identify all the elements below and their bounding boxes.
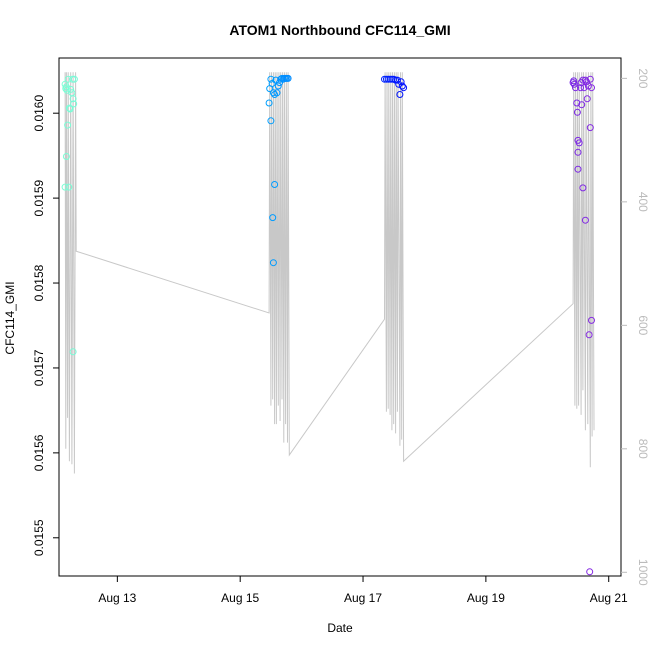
y-tick-label: 0.0155 <box>32 519 46 556</box>
x-tick-label: Aug 19 <box>467 591 505 605</box>
y-tick-label: 0.0157 <box>32 349 46 386</box>
x-axis-label: Date <box>327 621 353 635</box>
y-tick-label: 0.0160 <box>32 95 46 132</box>
data-point <box>267 75 275 83</box>
data-point <box>583 95 591 103</box>
data-point <box>588 316 595 324</box>
data-point <box>400 84 408 92</box>
data-point <box>64 121 72 129</box>
pressure-line <box>64 72 595 474</box>
data-point <box>267 117 275 125</box>
data-point <box>265 99 273 107</box>
data-point <box>65 104 73 112</box>
data-point <box>271 181 279 188</box>
x-tick-label: Aug 17 <box>344 591 382 605</box>
y2-tick-label: 1000 <box>636 559 650 586</box>
plot-frame <box>58 57 622 577</box>
data-point <box>579 184 587 192</box>
data-point <box>586 124 594 132</box>
x-tick-label: Aug 21 <box>590 591 628 605</box>
data-point <box>69 348 77 356</box>
data-point <box>66 105 74 113</box>
y2-tick-label: 400 <box>636 192 650 212</box>
data-point <box>65 183 73 191</box>
data-point <box>269 89 277 97</box>
data-point <box>572 84 579 92</box>
data-point <box>398 82 406 90</box>
data-point <box>273 89 281 97</box>
data-point <box>570 77 578 85</box>
y2-tick-label: 200 <box>636 68 650 88</box>
y-axis-right: 200 400 600 800 1000 <box>621 68 650 586</box>
x-axis: Aug 13 Aug 15 Aug 17 Aug 19 Aug 21 <box>98 576 628 605</box>
y-tick-label: 0.0158 <box>32 264 46 301</box>
data-point <box>274 82 282 90</box>
data-point <box>574 165 582 173</box>
data-point <box>396 91 404 98</box>
data-point <box>578 101 586 109</box>
x-tick-label: Aug 13 <box>98 591 136 605</box>
data-point <box>62 153 70 160</box>
y-axis-label: CFC114_GMI <box>3 281 17 354</box>
data-point <box>284 74 292 82</box>
data-point <box>269 214 277 222</box>
data-point <box>579 76 587 84</box>
data-point <box>570 80 578 88</box>
data-point <box>68 89 76 97</box>
x-tick-label: Aug 15 <box>221 591 259 605</box>
data-point <box>585 331 593 339</box>
data-point <box>573 99 581 107</box>
data-point <box>70 100 78 108</box>
data-point <box>269 259 277 267</box>
data-point <box>581 216 589 224</box>
data-point <box>577 84 584 92</box>
data-point <box>397 78 405 86</box>
data-point <box>67 85 75 93</box>
data-point <box>586 75 594 83</box>
data-point <box>573 108 581 116</box>
data-point <box>393 76 401 84</box>
data-point <box>580 84 588 92</box>
data-point <box>69 95 77 103</box>
data-point <box>588 84 595 92</box>
data-point <box>61 183 69 191</box>
data-point <box>69 75 76 83</box>
data-point <box>586 568 594 576</box>
y-tick-label: 0.0159 <box>32 179 46 216</box>
y2-tick-label: 800 <box>636 439 650 459</box>
y-tick-label: 0.0156 <box>32 434 46 471</box>
data-point <box>581 76 589 84</box>
data-point <box>574 148 582 156</box>
data-point <box>575 139 583 147</box>
data-point <box>70 75 78 83</box>
y2-tick-label: 600 <box>636 315 650 335</box>
cfc114-series <box>61 74 595 576</box>
pressure-series <box>64 72 595 474</box>
chart-title: ATOM1 Northbound CFC114_GMI <box>229 22 450 38</box>
y-axis-left: 0.0155 0.0156 0.0157 0.0158 0.0159 0.0160 <box>32 95 59 556</box>
